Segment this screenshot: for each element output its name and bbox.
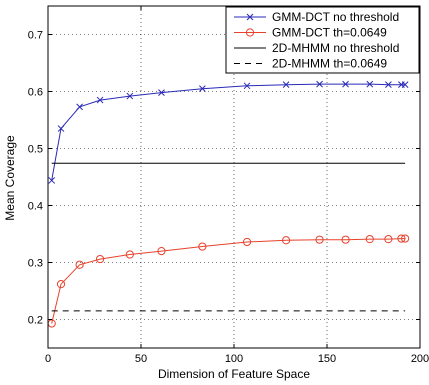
series-line-gmm-dct-th-0-0649 — [51, 238, 406, 324]
data-point-gmm-dct-no-threshold — [199, 85, 206, 93]
data-point-gmm-dct-no-threshold — [57, 125, 65, 132]
data-point-gmm-dct-no-threshold — [96, 96, 104, 104]
legend-box — [225, 6, 420, 74]
data-point-gmm-dct-th-0-0649 — [56, 280, 66, 289]
data-point-gmm-dct-no-threshold — [76, 103, 83, 111]
y-tick-label: 0.2 — [28, 315, 43, 327]
data-point-gmm-dct-th-0-0649 — [75, 260, 84, 269]
x-tick-label: 50 — [135, 353, 147, 365]
y-tick-label: 0.7 — [28, 30, 43, 42]
data-point-gmm-dct-no-threshold — [385, 81, 392, 89]
data-point-gmm-dct-th-0-0649 — [125, 250, 134, 259]
x-tick-label: 200 — [411, 353, 429, 365]
x-tick-label: 100 — [225, 353, 243, 365]
data-point-gmm-dct-no-threshold — [401, 81, 409, 89]
data-point-gmm-dct-th-0-0649 — [157, 247, 166, 256]
x-axis-label: Dimension of Feature Space — [158, 367, 310, 381]
data-point-gmm-dct-th-0-0649 — [198, 242, 207, 251]
legend-marker-gmm-dct-no-threshold — [246, 13, 254, 21]
y-tick-label: 0.6 — [28, 87, 43, 99]
legend-label-gmm-dct-no-threshold: GMM-DCT no threshold — [272, 10, 399, 24]
data-point-gmm-dct-no-threshold — [126, 92, 134, 100]
data-point-gmm-dct-th-0-0649 — [397, 234, 406, 243]
data-point-gmm-dct-th-0-0649 — [384, 235, 393, 244]
y-tick-label: 0.4 — [28, 201, 43, 213]
data-point-gmm-dct-no-threshold — [243, 82, 251, 90]
legend-label-gmm-dct-th-0-0649: GMM-DCT th=0.0649 — [272, 26, 387, 40]
x-axis: 0 50 100 150 200 — [45, 6, 429, 365]
data-point-gmm-dct-no-threshold — [48, 177, 56, 184]
data-point-gmm-dct-no-threshold — [366, 80, 374, 88]
legend-label-2d-mhmm-th-0-0649: 2D-MHMM th=0.0649 — [272, 57, 387, 71]
x-tick-label: 150 — [318, 353, 336, 365]
data-point-gmm-dct-no-threshold — [282, 81, 290, 89]
data-point-gmm-dct-th-0-0649 — [315, 235, 324, 244]
data-point-gmm-dct-th-0-0649 — [365, 235, 374, 244]
data-point-gmm-dct-no-threshold — [158, 89, 165, 96]
y-axis-label: Mean Coverage — [3, 135, 17, 221]
y-axis: 0.2 0.3 0.4 0.5 0.6 0.7 — [28, 30, 420, 327]
data-point-gmm-dct-th-0-0649 — [281, 236, 291, 245]
data-point-gmm-dct-th-0-0649 — [95, 254, 105, 264]
y-tick-label: 0.5 — [28, 144, 43, 156]
y-tick-label: 0.3 — [28, 258, 43, 270]
data-point-gmm-dct-th-0-0649 — [242, 237, 252, 247]
data-point-gmm-dct-th-0-0649 — [341, 235, 350, 244]
legend-label-2d-mhmm-no-threshold: 2D-MHMM no threshold — [272, 41, 399, 55]
data-point-gmm-dct-th-0-0649 — [401, 234, 410, 243]
x-tick-label: 0 — [45, 353, 51, 365]
data-point-gmm-dct-no-threshold — [316, 80, 323, 88]
data-point-gmm-dct-no-threshold — [342, 80, 349, 88]
legend-marker-gmm-dct-th-0-0649 — [245, 28, 255, 37]
